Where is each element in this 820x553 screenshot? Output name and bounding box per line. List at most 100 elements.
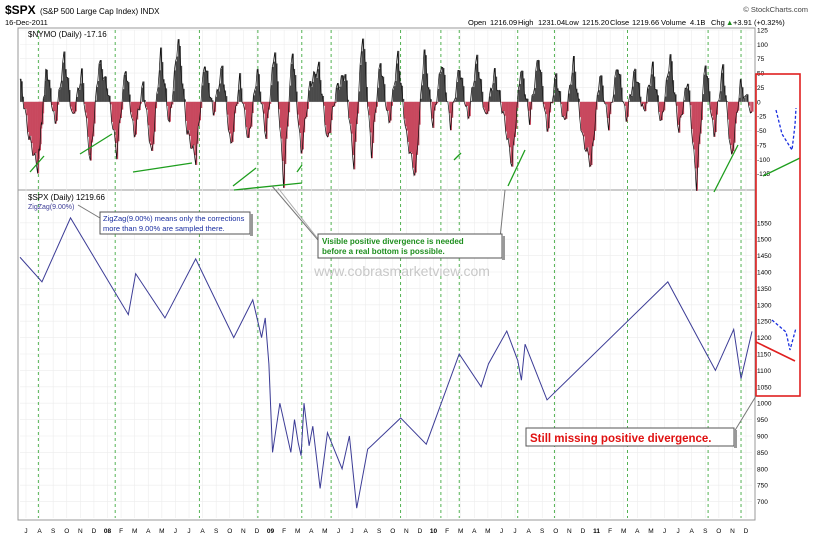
divergence-note-line1: Visible positive divergence is needed bbox=[322, 237, 464, 246]
symbol-name: (S&P 500 Large Cap Index) INDX bbox=[40, 7, 160, 16]
x-tick-label: D bbox=[581, 528, 586, 535]
x-tick-label: S bbox=[540, 528, 545, 535]
nymo-bar-negative bbox=[752, 102, 754, 112]
x-tick-label: D bbox=[744, 528, 749, 535]
x-tick-label: J bbox=[337, 528, 340, 535]
nymo-y-tick-label: -50 bbox=[757, 128, 767, 135]
x-tick-label: A bbox=[472, 528, 477, 535]
close-value: 1219.66 bbox=[632, 18, 659, 27]
nymo-y-tick-label: -25 bbox=[757, 114, 767, 121]
x-tick-label: J bbox=[663, 528, 666, 535]
x-tick-label: 11 bbox=[593, 528, 600, 535]
x-tick-label: F bbox=[119, 528, 123, 535]
x-tick-label: S bbox=[214, 528, 219, 535]
x-tick-label: M bbox=[159, 528, 164, 535]
spx-y-tick-label: 800 bbox=[757, 466, 768, 473]
x-tick-label: A bbox=[146, 528, 151, 535]
watermark: www.cobrasmarketview.com bbox=[313, 263, 490, 279]
high-label: High bbox=[518, 18, 533, 27]
chg-value: +3.91 (+0.32%) bbox=[733, 18, 785, 27]
spx-y-tick-label: 900 bbox=[757, 434, 768, 441]
spx-y-tick-label: 1150 bbox=[757, 352, 771, 359]
x-tick-label: M bbox=[322, 528, 327, 535]
x-tick-label: M bbox=[458, 528, 463, 535]
open-value: 1216.09 bbox=[490, 18, 517, 27]
spx-y-tick-label: 700 bbox=[757, 499, 768, 506]
x-tick-label: M bbox=[621, 528, 626, 535]
x-tick-label: D bbox=[92, 528, 97, 535]
missing-note: Still missing positive divergence. bbox=[530, 433, 712, 445]
x-tick-label: O bbox=[716, 528, 721, 535]
nymo-y-tick-label: 100 bbox=[757, 42, 768, 49]
x-tick-label: A bbox=[635, 528, 640, 535]
nymo-y-tick-label: 125 bbox=[757, 28, 768, 35]
spx-y-tick-label: 1250 bbox=[757, 319, 772, 326]
x-tick-label: J bbox=[513, 528, 516, 535]
nymo-y-tick-label: -125 bbox=[757, 171, 770, 178]
spx-y-tick-label: 850 bbox=[757, 450, 768, 457]
x-tick-label: D bbox=[418, 528, 423, 535]
nymo-y-tick-label: 75 bbox=[757, 56, 765, 63]
nymo-bar-negative bbox=[750, 102, 752, 113]
x-tick-label: 09 bbox=[267, 528, 275, 535]
nymo-y-tick-label: -75 bbox=[757, 142, 767, 149]
x-tick-label: A bbox=[363, 528, 368, 535]
x-tick-label: O bbox=[390, 528, 395, 535]
x-tick-label: J bbox=[500, 528, 503, 535]
x-tick-label: 10 bbox=[430, 528, 438, 535]
spx-y-tick-label: 1400 bbox=[757, 270, 772, 277]
x-tick-label: N bbox=[730, 528, 735, 535]
x-tick-label: 08 bbox=[104, 528, 112, 535]
x-tick-label: M bbox=[132, 528, 137, 535]
x-tick-label: O bbox=[553, 528, 558, 535]
ohlc-readout: Open 1216.09 High 1231.04 Low 1215.20 Cl… bbox=[468, 18, 785, 27]
x-tick-label: D bbox=[255, 528, 260, 535]
x-tick-label: J bbox=[350, 528, 353, 535]
spx-y-tick-label: 1350 bbox=[757, 286, 772, 293]
spx-title: $SPX (Daily) 1219.66 bbox=[28, 193, 105, 202]
volume-label: Volume bbox=[661, 18, 686, 27]
nymo-bar-positive bbox=[744, 98, 746, 102]
x-tick-label: M bbox=[295, 528, 300, 535]
x-tick-label: N bbox=[567, 528, 572, 535]
high-value: 1231.04 bbox=[538, 18, 565, 27]
spx-y-tick-label: 1200 bbox=[757, 335, 772, 342]
x-tick-label: F bbox=[282, 528, 286, 535]
x-tick-label: N bbox=[78, 528, 83, 535]
nymo-y-tick-label: 0 bbox=[757, 99, 761, 106]
spx-y-tick-label: 750 bbox=[757, 483, 768, 490]
spx-y-tick-label: 1500 bbox=[757, 237, 772, 244]
spx-y-tick-label: 1300 bbox=[757, 302, 772, 309]
x-tick-label: A bbox=[526, 528, 531, 535]
x-tick-label: A bbox=[309, 528, 314, 535]
x-tick-label: S bbox=[377, 528, 382, 535]
spx-y-tick-label: 950 bbox=[757, 417, 768, 424]
symbol-title: $SPX bbox=[5, 3, 36, 17]
x-tick-label: F bbox=[445, 528, 449, 535]
x-tick-label: J bbox=[676, 528, 679, 535]
divergence-note-line2: before a real bottom is possible. bbox=[322, 247, 445, 256]
x-tick-label: N bbox=[404, 528, 409, 535]
x-tick-label: S bbox=[51, 528, 56, 535]
spx-y-tick-label: 1000 bbox=[757, 401, 772, 408]
x-tick-label: J bbox=[174, 528, 177, 535]
x-tick-label: M bbox=[648, 528, 653, 535]
spx-y-tick-label: 1050 bbox=[757, 384, 772, 391]
x-tick-label: A bbox=[37, 528, 42, 535]
x-tick-label: N bbox=[241, 528, 246, 535]
nymo-bar-positive bbox=[745, 96, 747, 102]
x-tick-label: J bbox=[24, 528, 27, 535]
zigzag-note-line2: more than 9.00% are sampled there. bbox=[103, 224, 225, 233]
x-tick-label: J bbox=[187, 528, 190, 535]
low-value: 1215.20 bbox=[582, 18, 609, 27]
chg-label: Chg bbox=[711, 18, 725, 27]
x-tick-label: S bbox=[703, 528, 708, 535]
close-label: Close bbox=[610, 18, 629, 27]
volume-value: 4.1B bbox=[690, 18, 705, 27]
spx-y-tick-label: 1450 bbox=[757, 253, 772, 260]
zigzag-legend: ZigZag(9.00%) bbox=[28, 204, 74, 211]
x-tick-label: A bbox=[689, 528, 694, 535]
chart-date: 16-Dec-2011 bbox=[5, 18, 48, 27]
